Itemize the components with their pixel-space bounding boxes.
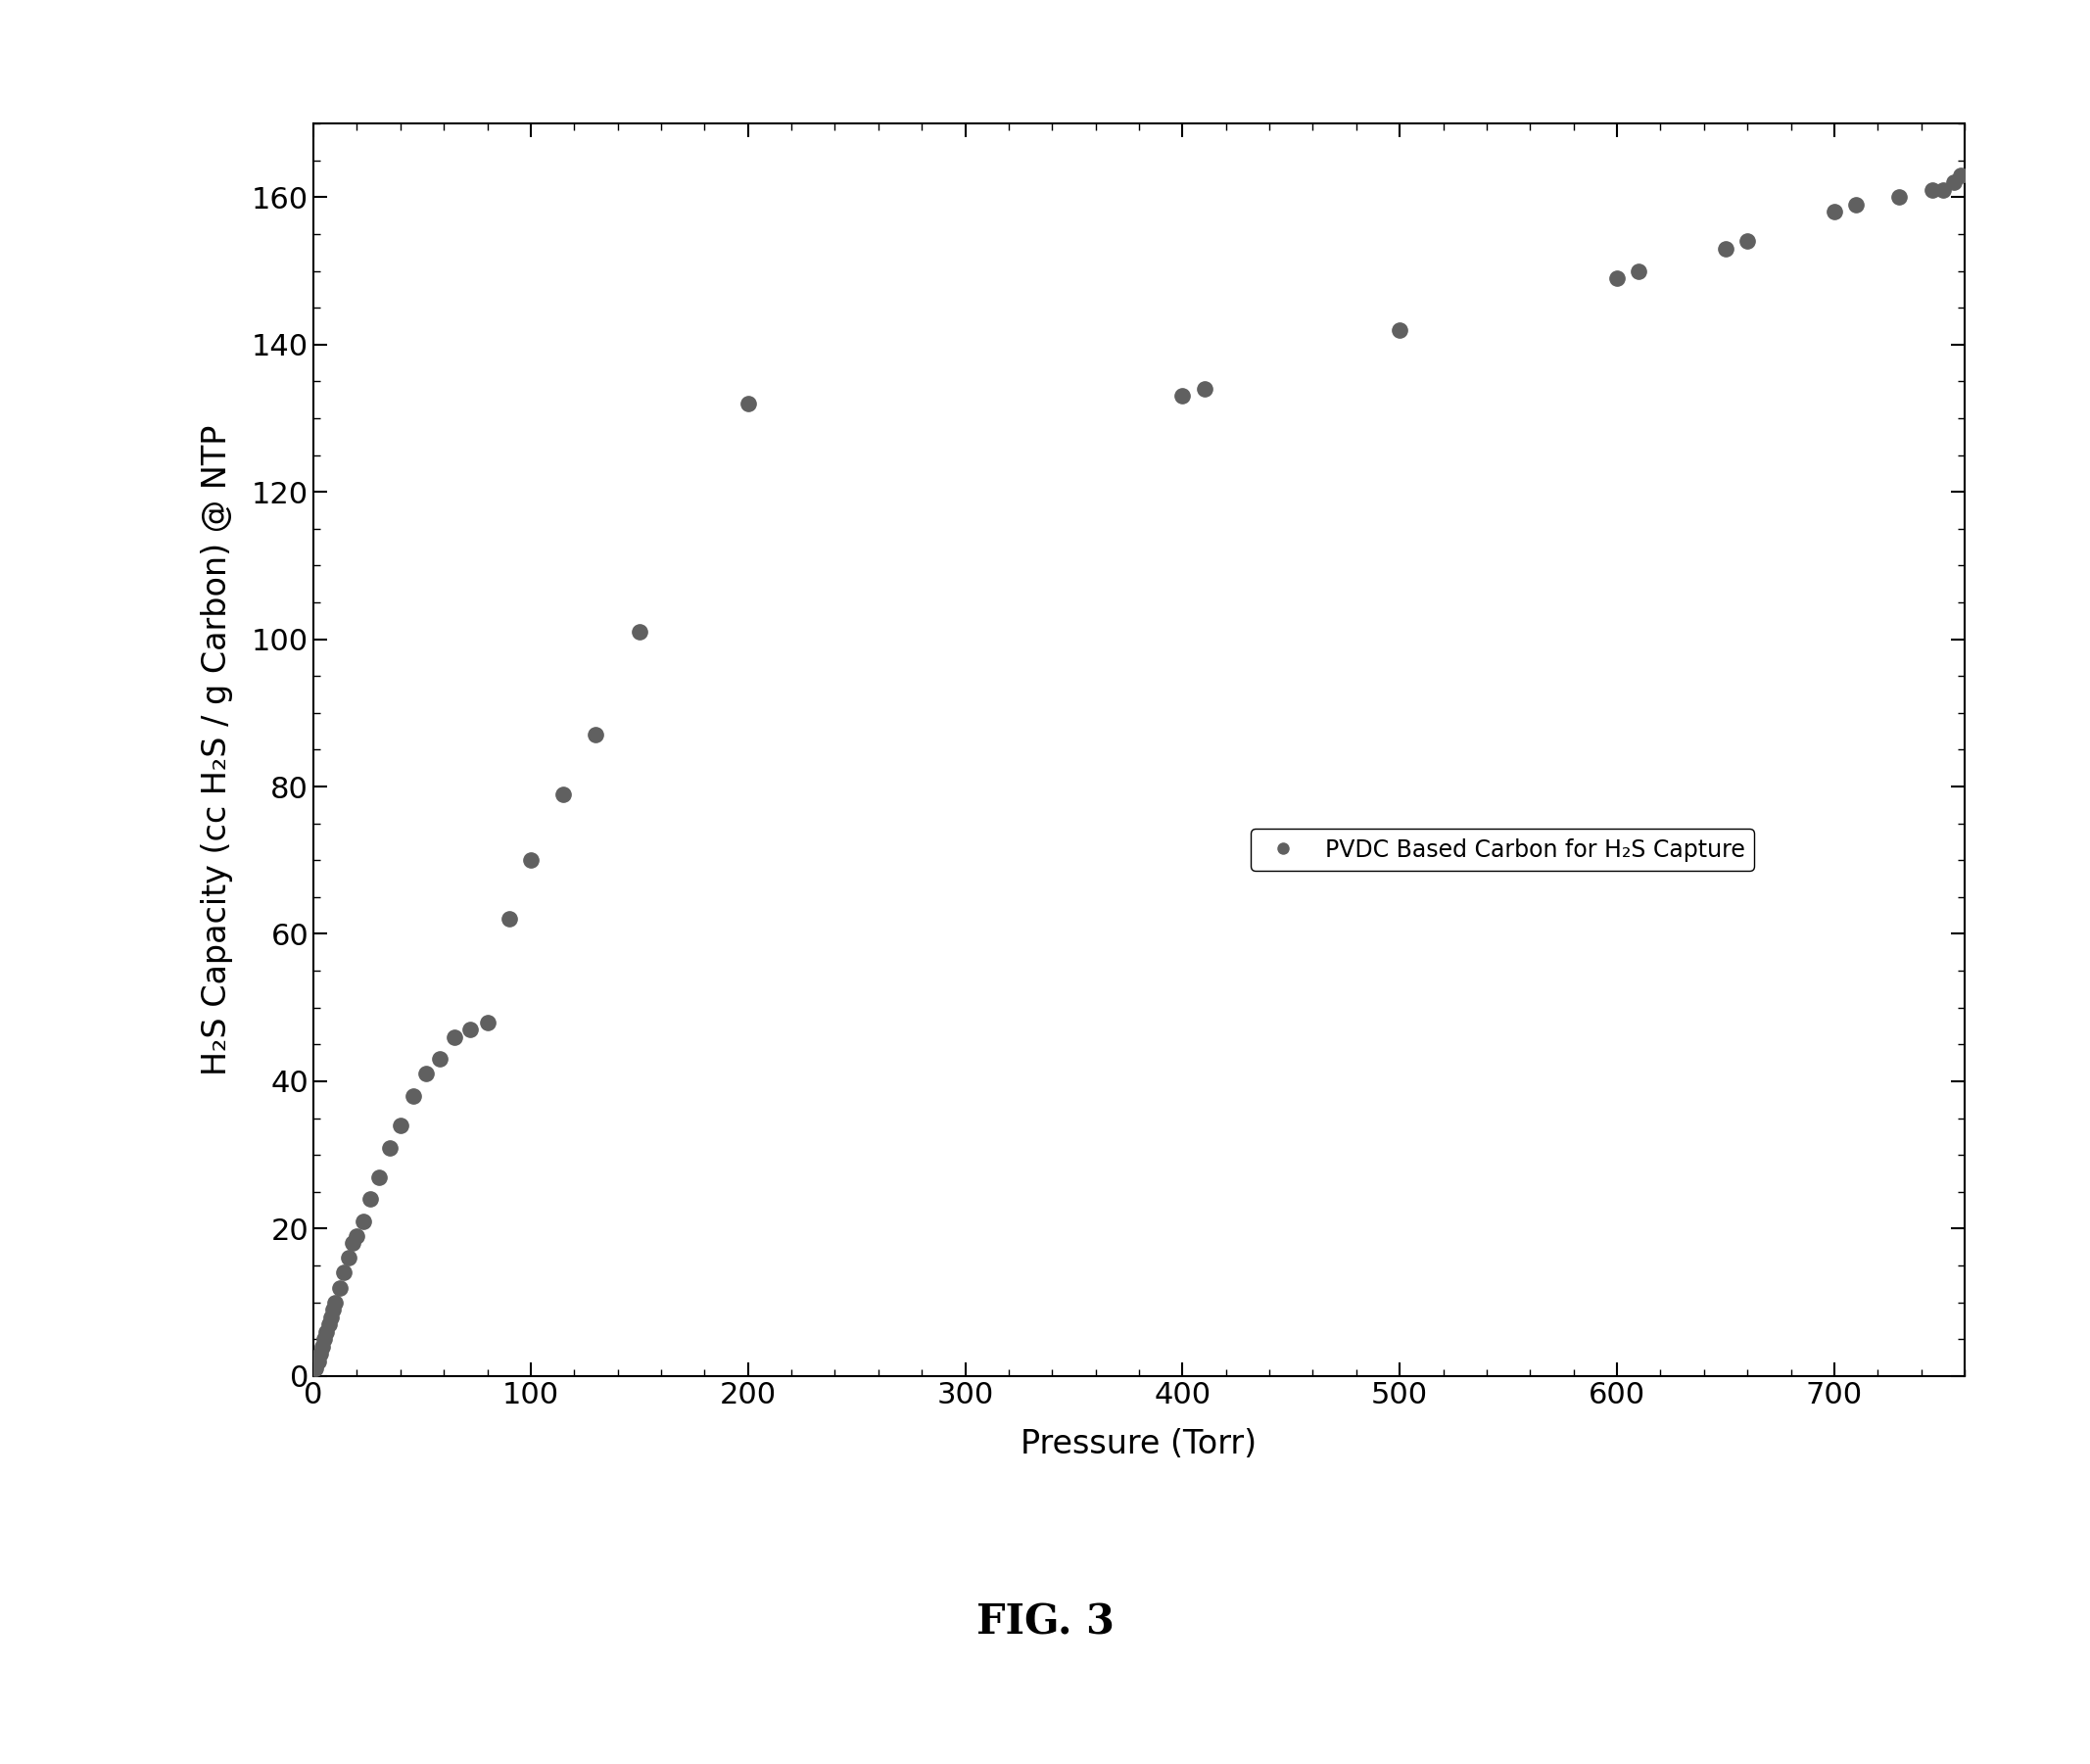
Point: [305, 1332, 339, 1360]
Point: [1839, 191, 1873, 219]
Point: [299, 1355, 332, 1383]
Legend: PVDC Based Carbon for H₂S Capture: PVDC Based Carbon for H₂S Capture: [1250, 829, 1754, 871]
Point: [1384, 316, 1417, 344]
Point: [1622, 258, 1655, 286]
Point: [316, 1295, 349, 1323]
Point: [1818, 198, 1852, 226]
Point: [623, 617, 656, 646]
Point: [548, 780, 581, 808]
Point: [470, 1009, 504, 1037]
Point: [303, 1339, 336, 1367]
Point: [341, 1222, 374, 1251]
Point: [410, 1060, 443, 1088]
Point: [332, 1244, 366, 1272]
Point: [454, 1016, 487, 1044]
Point: [1883, 183, 1917, 212]
Point: [309, 1318, 343, 1346]
Point: [353, 1185, 387, 1214]
Point: [514, 847, 548, 875]
Point: [362, 1162, 395, 1191]
Point: [307, 1325, 341, 1353]
Point: [1187, 374, 1221, 402]
Point: [313, 1304, 347, 1332]
Point: [385, 1111, 418, 1140]
Point: [1944, 161, 1977, 189]
Point: [1710, 235, 1743, 263]
Point: [732, 390, 765, 418]
Point: [1601, 265, 1634, 293]
Point: [372, 1134, 405, 1162]
Point: [1731, 228, 1764, 256]
Point: [397, 1081, 431, 1110]
Text: FIG. 3: FIG. 3: [976, 1602, 1114, 1644]
Point: [493, 905, 527, 933]
Point: [322, 1274, 355, 1302]
Point: [328, 1259, 362, 1288]
Point: [439, 1023, 472, 1051]
Point: [1914, 176, 1948, 205]
Point: [579, 721, 612, 750]
Point: [311, 1311, 345, 1339]
X-axis label: Pressure (Torr): Pressure (Torr): [1022, 1429, 1256, 1461]
Y-axis label: H₂S Capacity (cc H₂S / g Carbon) @ NTP: H₂S Capacity (cc H₂S / g Carbon) @ NTP: [201, 425, 232, 1074]
Point: [422, 1044, 456, 1073]
Point: [347, 1207, 380, 1235]
Point: [1937, 168, 1971, 196]
Point: [336, 1230, 370, 1258]
Point: [1166, 383, 1200, 411]
Point: [301, 1348, 334, 1376]
Point: [1927, 176, 1960, 205]
Point: [318, 1288, 351, 1316]
